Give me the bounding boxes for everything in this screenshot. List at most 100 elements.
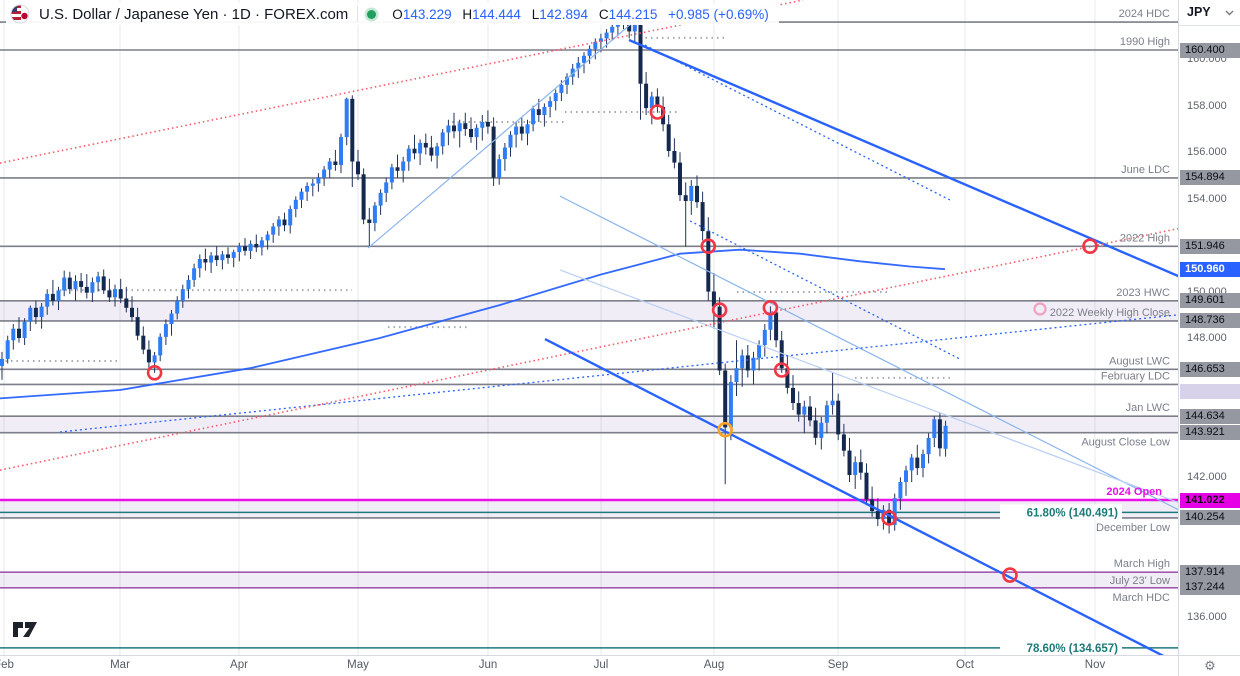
open-value: 143.229 [402, 6, 452, 22]
pivot-circle-pink [1033, 302, 1047, 316]
candle-body [937, 419, 942, 449]
price-axis[interactable]: 160.000 158.000 156.000 154.000 150.000 148.0… [1178, 0, 1240, 655]
trendline-ascending-line-to-peak[interactable] [367, 17, 639, 249]
candle-body [683, 195, 688, 201]
candle-body [5, 340, 10, 359]
candle-body [389, 167, 394, 183]
pivot-circle-orange [717, 421, 734, 438]
price-badge: 151.946 [1180, 238, 1240, 254]
trendline-descending-dotted-line-2[interactable] [689, 220, 961, 360]
tradingview-logo[interactable] [12, 619, 44, 641]
trendline-rising-red-dotted-lower[interactable] [0, 226, 1186, 471]
candle-body [813, 420, 818, 438]
month-label: Oct [956, 659, 974, 671]
candle-body [548, 101, 553, 107]
close-label: C [598, 6, 609, 22]
candle-body [836, 400, 841, 435]
month-label: May [347, 659, 369, 671]
trendline-ascending-dotted-support[interactable] [59, 313, 1186, 433]
trendline-descending-dotted-line-1[interactable] [644, 44, 951, 201]
symbol-title[interactable]: U.S. Dollar / Japanese Yen · 1D · FOREX.… [39, 5, 349, 23]
trendline-inner-descending-line-1[interactable] [559, 195, 1186, 514]
price-badge: 143.921 [1180, 425, 1240, 441]
pivot-circle-red [1082, 238, 1098, 254]
candle-body [418, 142, 423, 154]
fib-label: 78.60% (134.657) [1027, 643, 1119, 655]
candle-body [327, 161, 332, 170]
candle-body [299, 191, 304, 200]
candle-body [446, 125, 451, 133]
change-value: +0.985 (+0.69%) [668, 6, 769, 22]
candle-body [22, 321, 27, 338]
price-badge: 150.960 [1180, 261, 1240, 277]
trendline-inner-descending-line-2[interactable] [559, 269, 1186, 506]
candle-body [169, 313, 174, 325]
candle-body [288, 209, 293, 226]
candle-body [824, 405, 829, 423]
candle-body [740, 355, 745, 369]
candle-body [570, 68, 575, 77]
candle-body [864, 472, 869, 500]
candle-body [130, 307, 134, 318]
candle-body [853, 462, 858, 475]
candle-body [113, 289, 117, 298]
candle-body [322, 169, 327, 178]
candle-body [305, 185, 310, 192]
level-label: 2022 High [1120, 232, 1170, 244]
price-badge: 140.254 [1180, 510, 1240, 526]
candle-body [830, 400, 835, 406]
price-badge: 149.601 [1180, 293, 1240, 309]
level-label: Jan LWC [1126, 402, 1170, 414]
candle-body [717, 306, 722, 371]
candle-body [90, 282, 95, 293]
candle-body [779, 340, 784, 369]
candle-body [734, 368, 739, 383]
candle-body [79, 281, 84, 287]
candle-body [785, 368, 790, 388]
candle-body [638, 24, 643, 84]
candle-body [480, 122, 485, 128]
candle-body [559, 84, 564, 93]
candle-body [254, 243, 259, 248]
currency-selector[interactable]: JPY [1179, 0, 1240, 26]
candle-body [84, 286, 89, 293]
trendline-descending-channel-support[interactable] [544, 338, 1206, 676]
pivot-circle-red [762, 299, 779, 316]
candle-body [604, 32, 609, 39]
header-divider [357, 6, 359, 22]
candle-body [452, 125, 456, 132]
time-axis[interactable]: Feb Mar Apr May Jun Jul Aug Sep Oct Nov [0, 655, 1178, 676]
candle-body [339, 137, 343, 165]
month-label: Apr [230, 659, 248, 671]
candle-body [587, 48, 592, 56]
candle-body [248, 243, 253, 251]
candle-body [310, 183, 315, 186]
fib-label-bg [1000, 504, 1122, 520]
candle-body [943, 425, 948, 449]
candle-body [412, 148, 417, 154]
candle-body [423, 142, 428, 148]
trendline-rising-red-dotted-upper[interactable] [0, 0, 804, 164]
candle-body [508, 134, 513, 148]
candle-body [96, 276, 101, 283]
candle-body [909, 457, 914, 471]
candle-body [706, 231, 711, 292]
chart-canvas[interactable]: 2024 HDC 1990 High June LDC 2022 High 2023 H… [0, 0, 1206, 676]
candle-body [536, 109, 541, 115]
candle-body [921, 454, 925, 468]
moving-average-line[interactable] [0, 248, 946, 400]
price-badge [1180, 383, 1240, 399]
candle-body [819, 422, 824, 438]
candle-body [723, 370, 728, 428]
month-label: Aug [703, 659, 725, 671]
candle-body [372, 205, 377, 223]
candle-body [525, 124, 530, 134]
candle-body [220, 254, 225, 261]
price-badge: 144.634 [1180, 408, 1240, 424]
level-label: March HDC [1113, 592, 1171, 604]
candle-body [474, 127, 479, 138]
gear-icon[interactable]: ⚙ [1204, 658, 1216, 673]
candle-body [711, 291, 716, 307]
candle-body [406, 148, 411, 162]
